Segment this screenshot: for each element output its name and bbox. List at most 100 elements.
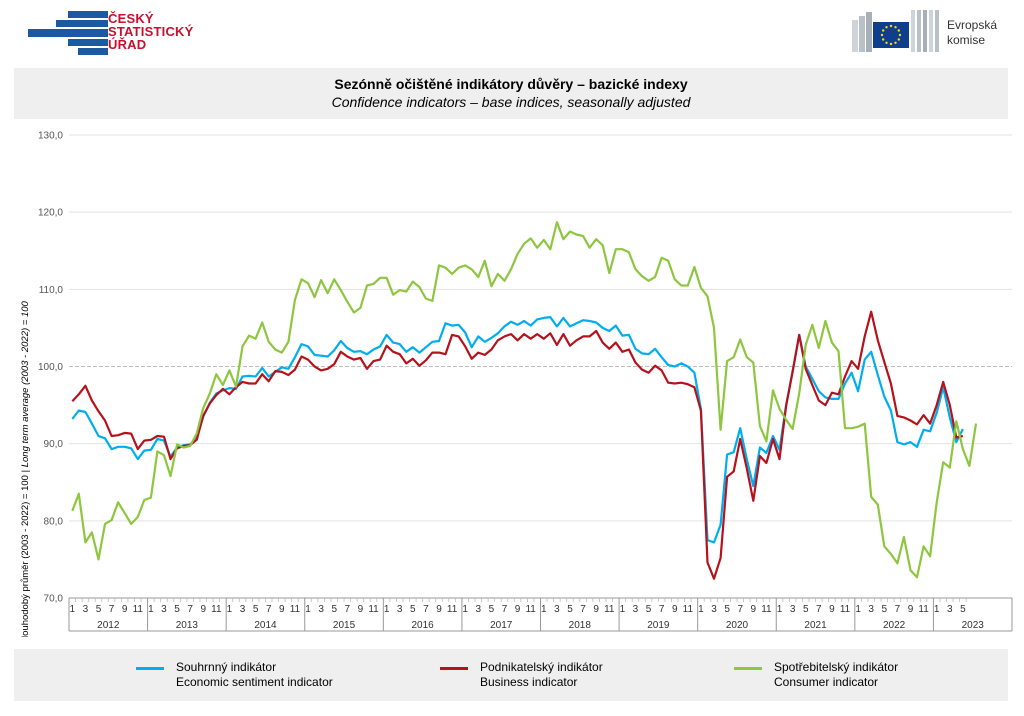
czso-logo-bars (28, 11, 108, 55)
legend-swatch-spotrebitelsky (734, 667, 762, 670)
x-tick-label: 1 (227, 604, 233, 615)
x-tick-label: 1 (305, 604, 311, 615)
legend-swatch-souhrnny (136, 667, 164, 670)
x-tick-label: 7 (502, 604, 508, 615)
x-tick-label: 3 (633, 604, 639, 615)
x-tick-label: 7 (423, 604, 429, 615)
x-tick-label: 11 (683, 604, 694, 615)
x-tick-label: 1 (541, 604, 547, 615)
x-tick-label: 1 (384, 604, 390, 615)
x-tick-label: 5 (803, 604, 809, 615)
czso-line-1: ČESKÝ (108, 11, 154, 26)
ec-building-icon (852, 10, 939, 52)
x-tick-label: 3 (476, 604, 482, 615)
x-tick-label: 11 (133, 604, 144, 615)
x-tick-label: 5 (724, 604, 730, 615)
x-tick-label: 9 (279, 604, 285, 615)
legend-label-en: Economic sentiment indicator (176, 675, 333, 689)
x-tick-label: 11 (368, 604, 379, 615)
czso-logo-text: ČESKÝ STATISTICKÝ ÚŘAD (108, 12, 194, 51)
x-year-label: 2016 (412, 620, 435, 631)
x-tick-label: 11 (604, 604, 615, 615)
x-tick-label: 11 (525, 604, 536, 615)
x-tick-label: 9 (829, 604, 835, 615)
x-tick-label: 5 (174, 604, 180, 615)
x-tick-label: 1 (777, 604, 783, 615)
czso-line-3: ÚŘAD (108, 37, 147, 52)
x-tick-label: 7 (737, 604, 743, 615)
line-chart: 70,0 80,0 90,0 100,0 110,0 120,0 130,0 Dlouhod… (20, 131, 1013, 637)
y-tick-label: 120,0 (38, 208, 63, 219)
x-tick-label: 11 (447, 604, 458, 615)
x-tick-label: 1 (855, 604, 861, 615)
x-tick-label: 11 (840, 604, 851, 615)
x-tick-label: 5 (567, 604, 573, 615)
x-tick-label: 7 (266, 604, 272, 615)
x-tick-label: 3 (240, 604, 246, 615)
x-tick-label: 3 (318, 604, 324, 615)
chart-title-box: Sezónně očištěné indikátory důvěry – baz… (14, 68, 1008, 119)
czso-line-2: STATISTICKÝ (108, 24, 194, 39)
x-year-label: 2023 (962, 620, 985, 631)
x-tick-label: 11 (290, 604, 301, 615)
x-year-label: 2019 (647, 620, 670, 631)
y-tick-label: 70,0 (44, 594, 64, 605)
legend-label-cz: Souhrnný indikátor (176, 660, 277, 674)
y-axis-label-main: Dlouhodobý průměr (2003 - 2022) = 100 (20, 475, 31, 637)
x-tick-label: 9 (515, 604, 521, 615)
chart-grid (69, 134, 1012, 599)
x-tick-label: 3 (947, 604, 953, 615)
x-tick-label: 9 (672, 604, 678, 615)
x-tick-label: 7 (659, 604, 665, 615)
y-tick-label: 90,0 (44, 439, 64, 450)
chart-series (71, 221, 978, 580)
x-tick-label: 11 (918, 604, 929, 615)
x-tick-label: 9 (122, 604, 128, 615)
chart-title: Sezónně očištěné indikátory důvěry – baz… (334, 76, 688, 92)
x-tick-label: 5 (646, 604, 652, 615)
x-tick-label: 9 (358, 604, 364, 615)
y-tick-label: 100,0 (38, 362, 63, 373)
x-year-label: 2018 (569, 620, 592, 631)
legend: Souhrnný indikátor Economic sentiment in… (14, 649, 1008, 701)
x-tick-label: 9 (200, 604, 206, 615)
y-tick-label: 80,0 (44, 516, 64, 527)
x-tick-label: 7 (345, 604, 351, 615)
y-tick-label: 130,0 (38, 131, 63, 142)
legend-label-en: Consumer indicator (774, 675, 879, 689)
legend-label-en: Business indicator (480, 675, 578, 689)
y-axis-label: Dlouhodobý průměr (2003 - 2022) = 100 | … (20, 300, 31, 637)
x-year-label: 2020 (726, 620, 749, 631)
x-year-label: 2013 (176, 620, 199, 631)
x-tick-label: 1 (698, 604, 704, 615)
x-tick-label: 9 (593, 604, 599, 615)
x-year-label: 2022 (883, 620, 906, 631)
series-line-podnikatelsky (71, 310, 964, 580)
series-line-souhrnny (71, 316, 964, 544)
x-tick-label: 5 (96, 604, 102, 615)
x-tick-label: 3 (790, 604, 796, 615)
x-year-label: 2015 (333, 620, 356, 631)
x-tick-label: 3 (83, 604, 89, 615)
legend-label-cz: Spotřebitelský indikátor (774, 660, 899, 674)
x-tick-label: 9 (908, 604, 914, 615)
x-tick-label: 7 (895, 604, 901, 615)
y-axis-tick-labels: 70,0 80,0 90,0 100,0 110,0 120,0 130,0 (38, 131, 63, 605)
x-tick-label: 1 (148, 604, 154, 615)
ec-logo: Evropská komise (850, 8, 1010, 54)
x-year-label: 2017 (490, 620, 513, 631)
ec-line-2: komise (947, 33, 986, 47)
x-year-label: 2012 (97, 620, 120, 631)
x-axis: 1 3 5 7 9 11 1 3 5 7 9 11 1 3 5 7 9 11 1 3 5 7 9 11 1 3 5 7 9 11 1 3 5 7 9… (68, 597, 1013, 632)
x-tick-label: 11 (211, 604, 222, 615)
x-tick-label: 5 (331, 604, 337, 615)
x-tick-label: 5 (253, 604, 259, 615)
x-tick-label: 7 (187, 604, 193, 615)
x-tick-label: 7 (816, 604, 822, 615)
y-axis-label-italic: Long term average (2003 - 2022) = 100 (20, 300, 31, 467)
x-tick-label: 9 (436, 604, 442, 615)
x-tick-label: 1 (462, 604, 468, 615)
x-tick-label: 3 (868, 604, 874, 615)
y-tick-label: 110,0 (39, 285, 64, 296)
x-tick-label: 11 (761, 604, 772, 615)
